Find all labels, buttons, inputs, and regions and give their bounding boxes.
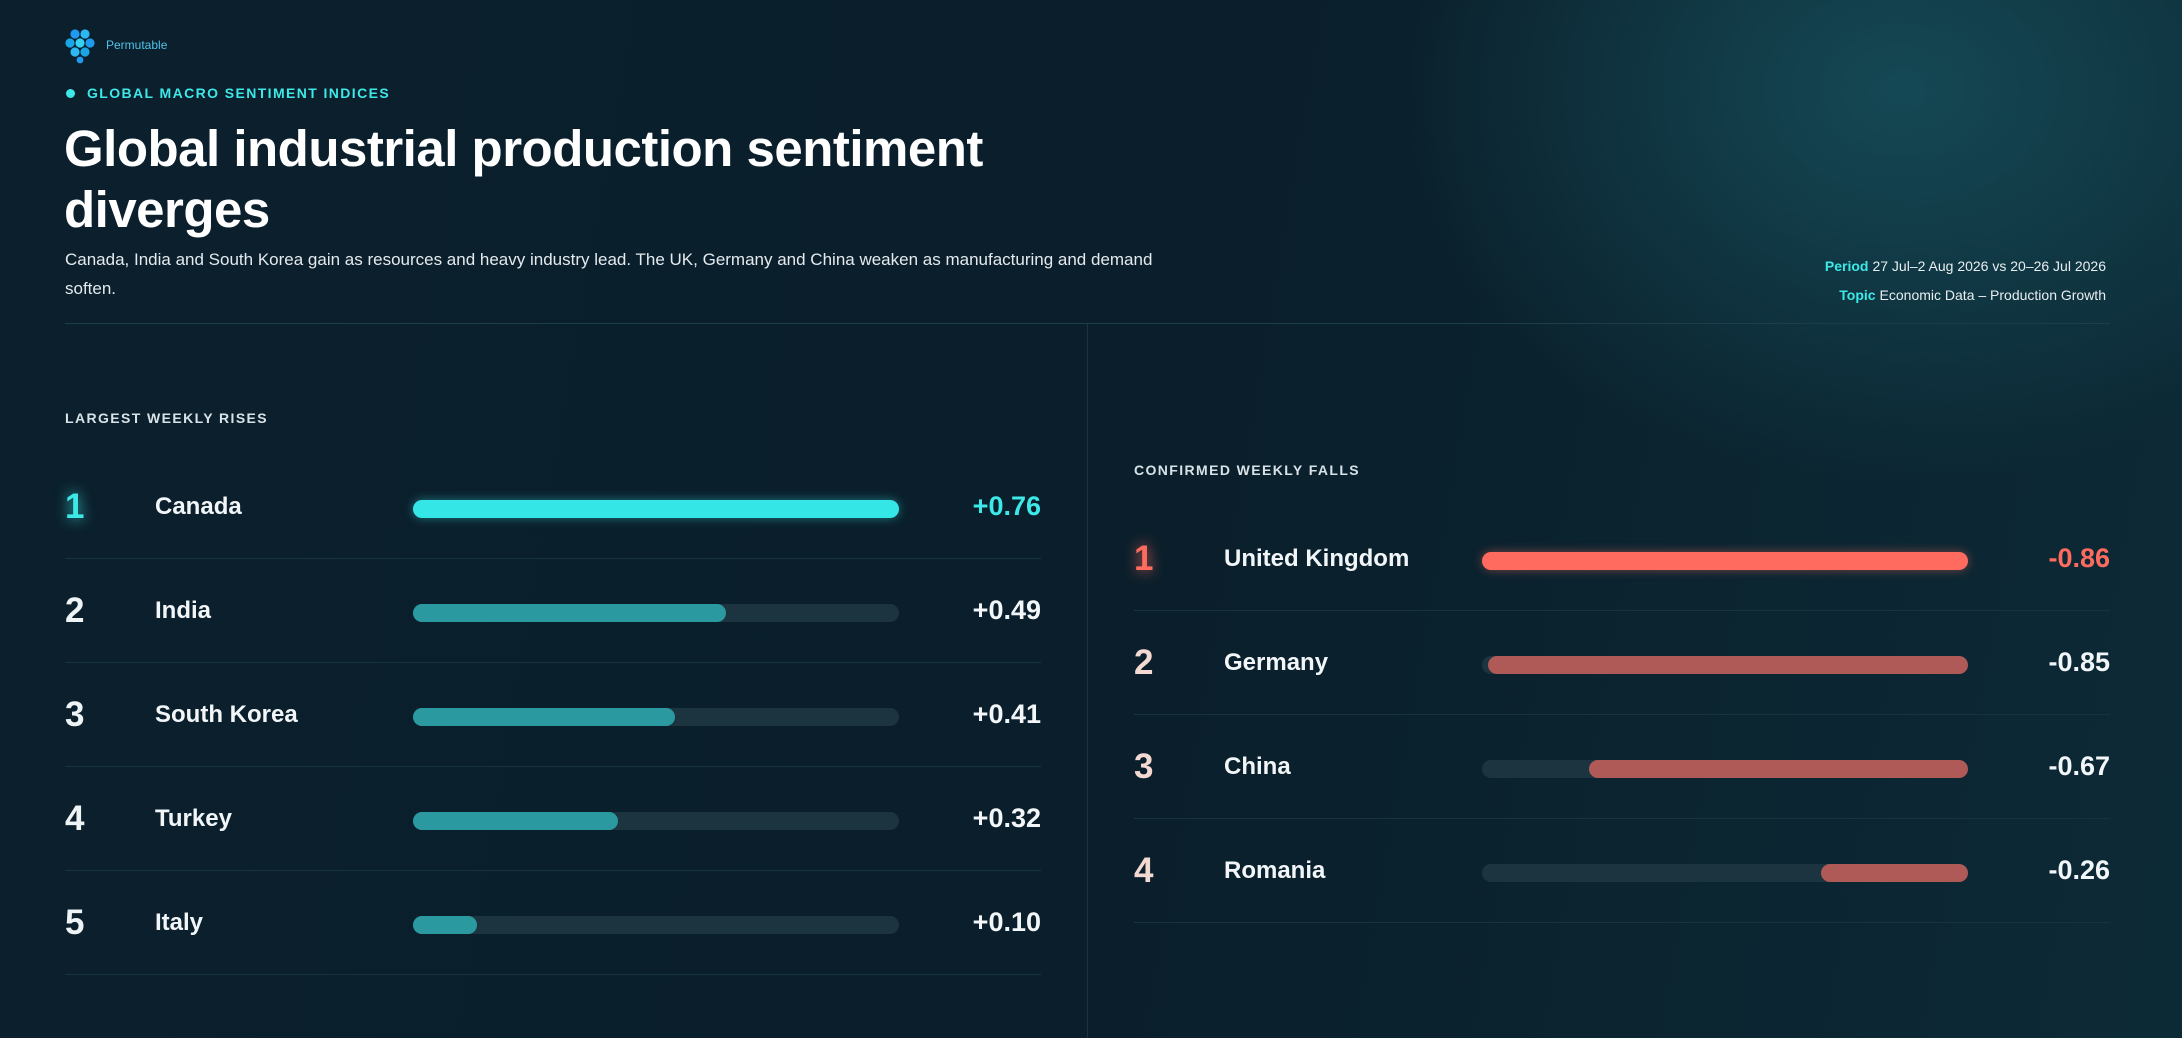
rise-country-label: Turkey [155, 805, 232, 832]
rise-value-label: +0.32 [972, 803, 1041, 833]
rise-row: 3 South Korea +0.41 [65, 663, 1041, 767]
fall-bar [1589, 760, 1968, 778]
meta-info: Period 27 Jul–2 Aug 2026 vs 20–26 Jul 202… [1825, 252, 2106, 310]
fall-row: 3 China -0.67 [1134, 715, 2110, 819]
rise-row: 4 Turkey +0.32 [65, 767, 1041, 871]
page-title: Global industrial production sentiment d… [64, 120, 983, 238]
rise-value-label: +0.41 [972, 699, 1041, 729]
falls-chart: 1 United Kingdom -0.86 2 Germany -0.85 3 China -… [1134, 507, 2110, 923]
fall-rank: 2 [1134, 643, 1154, 682]
rise-rank: 5 [65, 903, 85, 942]
eyebrow: GLOBAL MACRO SENTIMENT INDICES [66, 85, 390, 101]
rises-chart: 1 Canada +0.76 2 India +0.49 3 South Korea +0.41… [65, 455, 1041, 975]
rise-country-label: India [155, 597, 212, 624]
rise-rank: 3 [65, 695, 85, 734]
meta-topic-key: Topic [1839, 287, 1876, 303]
rise-bar-track [413, 916, 899, 934]
fall-value-label: -0.85 [2048, 647, 2110, 677]
fall-value-label: -0.86 [2048, 543, 2110, 573]
rise-country-label: Canada [155, 493, 242, 520]
rise-country-label: South Korea [155, 701, 298, 728]
rises-panel-title: LARGEST WEEKLY RISES [65, 410, 269, 426]
fall-country-label: Romania [1224, 857, 1326, 884]
fall-bar-track [1482, 552, 1968, 570]
rise-bar [413, 708, 675, 726]
fall-value-label: -0.26 [2048, 855, 2110, 885]
eyebrow-dot-icon [66, 88, 75, 98]
meta-period-key: Period [1824, 258, 1869, 274]
falls-panel: CONFIRMED WEEKLY FALLS 1 United Kingdom -0… [1134, 460, 2110, 923]
meta-topic: Topic Economic Data – Production Growth [1825, 281, 2106, 310]
eyebrow-text: GLOBAL MACRO SENTIMENT INDICES [87, 85, 391, 101]
meta-topic-value: Economic Data – Production Growth [1879, 287, 2106, 303]
fall-rank: 3 [1134, 747, 1154, 786]
rise-row: 1 Canada +0.76 [65, 455, 1041, 559]
rise-value-label: +0.76 [972, 491, 1041, 521]
rise-bar [413, 916, 477, 934]
fall-bar [1488, 656, 1968, 674]
rise-bar [413, 604, 726, 622]
fall-rank: 4 [1134, 851, 1154, 890]
rise-country-label: Italy [155, 909, 204, 936]
rise-rank: 4 [65, 799, 85, 838]
fall-bar [1821, 864, 1968, 882]
column-divider [1087, 324, 1088, 1038]
rise-value-label: +0.10 [972, 907, 1041, 937]
rise-row: 5 Italy +0.10 [65, 871, 1041, 975]
fall-row: 1 United Kingdom -0.86 [1134, 507, 2110, 611]
fall-country-label: Germany [1224, 649, 1329, 676]
rises-panel: LARGEST WEEKLY RISES 1 Canada +0.76 2 India +… [65, 408, 1041, 975]
fall-bar-track [1482, 864, 1968, 882]
meta-period: Period 27 Jul–2 Aug 2026 vs 20–26 Jul 202… [1825, 252, 2106, 281]
rise-bar [413, 812, 618, 830]
fall-country-label: China [1224, 753, 1291, 780]
fall-country-label: United Kingdom [1224, 545, 1410, 572]
rise-bar-track [413, 708, 899, 726]
fall-value-label: -0.67 [2048, 751, 2110, 781]
logo-text: Permutable [106, 38, 168, 52]
fall-row: 4 Romania -0.26 [1134, 819, 2110, 923]
fall-bar-track [1482, 760, 1968, 778]
rise-row: 2 India +0.49 [65, 559, 1041, 663]
hexagon-cluster-icon [65, 29, 95, 64]
rise-rank: 2 [65, 591, 85, 630]
fall-bar [1482, 552, 1968, 570]
page-subtitle: Canada, India and South Korea gain as re… [65, 250, 1153, 298]
fall-bar-track [1482, 656, 1968, 674]
rise-rank: 1 [65, 487, 85, 526]
meta-period-value: 27 Jul–2 Aug 2026 vs 20–26 Jul 2026 [1872, 258, 2106, 274]
fall-rank: 1 [1134, 539, 1154, 578]
rise-value-label: +0.49 [972, 595, 1041, 625]
rise-bar [413, 500, 899, 518]
rise-bar-track [413, 604, 899, 622]
rise-bar-track [413, 812, 899, 830]
rise-bar-track [413, 500, 899, 518]
header-divider [65, 323, 2110, 324]
fall-row: 2 Germany -0.85 [1134, 611, 2110, 715]
falls-panel-title: CONFIRMED WEEKLY FALLS [1134, 462, 1361, 478]
permutable-logo: Permutable [64, 26, 167, 64]
